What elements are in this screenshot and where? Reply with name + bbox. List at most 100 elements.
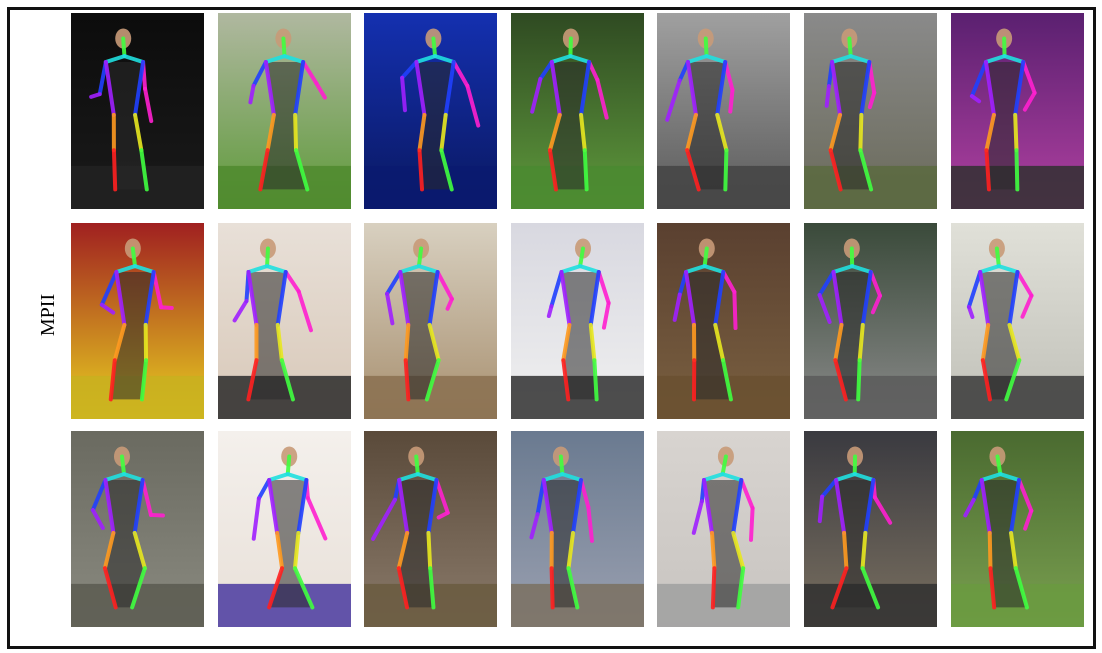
skeleton-limb-rk-ra <box>721 358 733 402</box>
pose-image-r2-c6 <box>804 223 937 419</box>
skeleton-limb-rs-re <box>435 270 454 301</box>
skeleton-limb-rk-ra <box>424 358 441 402</box>
skeleton-limb-le-lw <box>963 497 976 518</box>
skeleton-limb-ls-lh <box>684 270 697 327</box>
skeleton-limb-rh-rk <box>292 530 301 571</box>
skeleton-limb-lk-la <box>833 358 848 402</box>
skeleton-limb-rh-rk <box>293 112 299 153</box>
skeleton-limb-lk-la <box>246 358 259 402</box>
skeleton-limb-ls-le <box>820 478 839 499</box>
skeleton-limb-rs-rh <box>588 270 601 327</box>
skeleton-limb-head-neck <box>995 454 1003 477</box>
skeleton-limb-re-rw <box>445 296 454 311</box>
pose-image-r3-c1 <box>71 431 204 627</box>
skeleton-limb-neck-rs <box>578 264 601 274</box>
skeleton-limb-neck-rs <box>122 54 146 64</box>
skeleton-limb-lh-lk <box>833 322 844 363</box>
skeleton-limb-rs-rh <box>579 60 592 117</box>
pose-image-r1-c1 <box>71 13 204 209</box>
skeleton-limb-head-neck <box>702 246 709 269</box>
skeleton-limb-ls-lh <box>559 270 572 327</box>
skeleton-limb-ls-le <box>966 270 983 309</box>
skeleton-limb-ls-lh <box>263 60 276 117</box>
skeleton-limb-rs-rh <box>715 60 728 117</box>
skeleton-limb-head-neck <box>119 454 127 477</box>
skeleton-limb-le-lw <box>232 298 249 323</box>
skeleton-limb-lk-la <box>258 148 270 192</box>
skeleton-limb-neck-ls <box>263 54 287 64</box>
skeleton-limb-re-rw <box>159 305 174 310</box>
skeleton-limb-neck-ls <box>834 472 857 482</box>
skeleton-limb-rs-re <box>301 60 319 86</box>
skeleton-limb-rh-rk <box>1013 112 1019 153</box>
skeleton-limb-rs-re <box>434 478 450 515</box>
skeleton-limb-rh-rk <box>857 322 865 363</box>
skeleton-limb-lh-lk <box>987 530 993 571</box>
skeleton-limb-lk-la <box>988 566 997 610</box>
skeleton-limb-neck-ls <box>398 264 421 274</box>
person-silhouette <box>704 480 744 608</box>
skeleton-limb-rk-ra <box>130 566 147 610</box>
skeleton-limb-lh-lk <box>417 112 427 153</box>
skeleton-limb-lh-lk <box>102 530 116 571</box>
skeleton-limb-head-neck <box>121 36 127 59</box>
skeleton-limb-neck-ls <box>983 54 1007 64</box>
skeleton-limb-le-lw <box>529 512 540 540</box>
skeleton-limb-rs-re <box>868 270 882 298</box>
skeleton-limb-rh-rk <box>579 112 587 153</box>
pose-photo <box>364 431 497 627</box>
photo-ground <box>951 375 1084 419</box>
skeleton-limb-ls-lh <box>414 60 427 117</box>
skeleton-limb-rs-rh <box>1009 478 1021 535</box>
skeleton-limb-rs-rh <box>426 478 439 535</box>
skeleton-limb-head-neck <box>416 246 424 269</box>
skeleton-limb-ls-le <box>90 478 108 513</box>
skeleton-limb-lk-la <box>561 358 571 402</box>
skeleton-limb-re-rw <box>595 77 609 120</box>
pose-photo <box>804 223 937 419</box>
skeleton-limb-neck-ls <box>684 264 707 274</box>
skeleton-limb-neck-rs <box>848 54 872 64</box>
skeleton-limb-rh-rk <box>439 112 448 153</box>
pose-image-r3-c2 <box>218 431 351 627</box>
skeleton-limb-rk-ra <box>858 148 874 192</box>
skeleton-limb-rk-ra <box>279 358 295 402</box>
row-label-mpii: MPII <box>37 293 59 337</box>
skeleton-limb-lh-lk <box>828 112 843 153</box>
skeleton-limb-lh-lk <box>984 112 996 153</box>
person-silhouette <box>561 272 599 400</box>
skeleton-limb-neck-ls <box>246 264 270 274</box>
skeleton-limb-ls-le <box>385 270 403 296</box>
skeleton-limb-lh-lk <box>275 530 285 571</box>
skeleton-limb-lk-la <box>417 148 425 192</box>
skeleton-limb-rk-ra <box>736 566 746 610</box>
skeleton-limb-rs-re <box>739 478 755 511</box>
skeleton-limb-neck-rs <box>265 264 288 274</box>
skeleton-limb-ls-le <box>538 60 554 82</box>
skeleton-limb-head-neck <box>414 454 420 477</box>
skeleton-limb-le-lw <box>672 292 682 322</box>
pose-photo <box>218 223 351 419</box>
pose-image-r3-c3 <box>364 431 497 627</box>
person-silhouette <box>104 480 145 608</box>
skeleton-limb-rk-ra <box>139 358 149 402</box>
skeleton-limb-ls-lh <box>397 478 410 535</box>
skeleton-limb-neck-rs <box>568 54 592 64</box>
skeleton-limb-rs-rh <box>859 60 872 117</box>
person-silhouette <box>985 62 1024 190</box>
pose-image-r2-c7 <box>951 223 1084 419</box>
skeleton-limb-rs-rh <box>133 60 146 117</box>
skeleton-limb-rs-rh <box>860 270 873 327</box>
skeleton-limb-rk-ra <box>1004 358 1022 402</box>
skeleton-limb-re-rw <box>314 81 327 100</box>
skeleton-limb-neck-rs <box>1002 54 1026 64</box>
skeleton-limb-head-neck <box>285 454 292 477</box>
skeleton-limb-re-rw <box>748 506 755 542</box>
skeleton-limb-neck-ls <box>103 472 127 482</box>
skeleton-limb-rh-rk <box>275 322 284 363</box>
skeleton-limb-rh-rk <box>713 322 726 363</box>
skeleton-limb-neck-ls <box>414 54 438 64</box>
skeleton-limb-rs-re <box>451 60 470 88</box>
skeleton-limb-ls-le <box>549 270 564 309</box>
person-silhouette <box>248 272 293 400</box>
